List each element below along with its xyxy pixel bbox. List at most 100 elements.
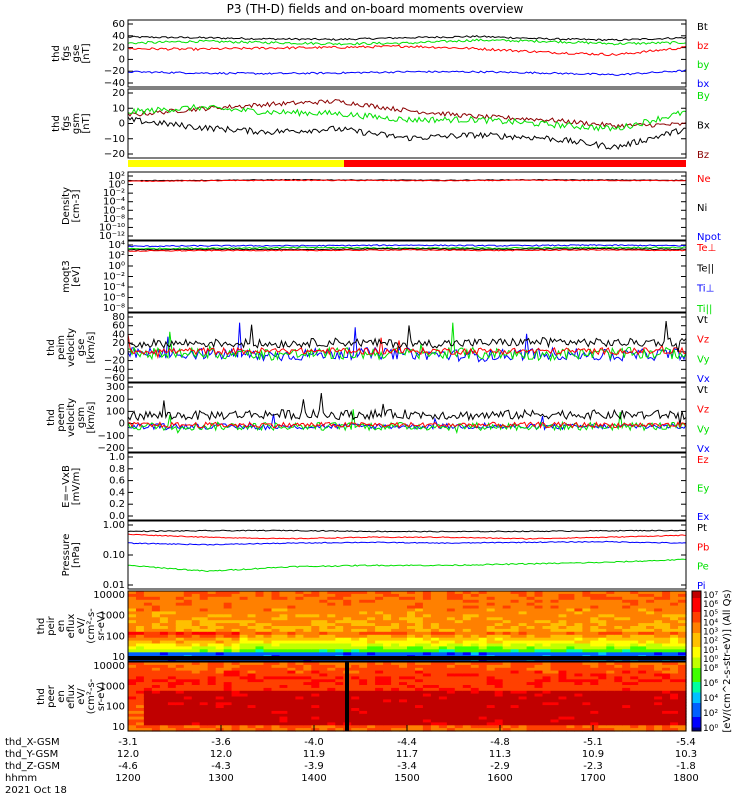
spec-cell	[654, 690, 663, 695]
spec-cell	[614, 716, 623, 721]
spec-cell	[239, 728, 249, 732]
spec-cell	[526, 593, 536, 598]
spec-cell	[518, 673, 528, 677]
spec-cell	[311, 662, 320, 666]
spec-cell	[678, 620, 687, 624]
spec-cell	[430, 690, 440, 695]
spec-cell	[231, 631, 241, 636]
spec-cell	[614, 673, 623, 677]
spec-cell	[606, 643, 615, 647]
spec-cell	[526, 662, 536, 666]
spec-cell	[670, 640, 679, 645]
spec-cell	[199, 702, 209, 706]
spec-cell	[590, 705, 599, 709]
spec-cell	[622, 646, 631, 650]
spec-cell	[462, 682, 472, 686]
spec-cell	[678, 682, 687, 686]
spec-cell	[375, 649, 384, 653]
ylabel-peer-spec: eV/	[76, 688, 87, 705]
spec-cell	[175, 649, 185, 653]
spec-cell	[263, 608, 273, 612]
spec-cell	[391, 682, 400, 686]
spec-cell	[175, 634, 185, 639]
spec-cell	[662, 690, 671, 695]
spec-cell	[199, 623, 209, 627]
spec-cell	[239, 637, 249, 642]
spec-cell	[550, 719, 560, 723]
spec-cell	[247, 679, 257, 683]
spec-cell	[526, 614, 536, 618]
spec-cell	[319, 634, 328, 639]
spec-cell	[494, 705, 504, 709]
spec-cell	[247, 716, 257, 721]
spec-cell	[407, 649, 416, 653]
spec-cell	[494, 626, 504, 630]
spec-cell	[566, 637, 575, 642]
spec-cell	[510, 710, 520, 715]
spec-cell	[542, 705, 552, 709]
xaxis-value: 1700	[580, 773, 605, 784]
spec-cell	[566, 725, 575, 729]
spec-cell	[582, 682, 591, 686]
spec-cell	[183, 640, 193, 645]
spec-cell	[128, 728, 137, 732]
spec-cell	[422, 614, 432, 618]
spec-cell	[223, 591, 233, 595]
spec-cell	[167, 699, 177, 703]
spec-cell	[263, 667, 273, 672]
ytick-density: 10⁻⁸	[103, 214, 125, 225]
spec-cell	[271, 673, 281, 677]
spec-cell	[430, 716, 440, 721]
spec-cell	[279, 640, 289, 645]
spec-cell	[630, 687, 639, 692]
spec-cell	[167, 722, 177, 726]
spec-cell	[566, 620, 575, 624]
spec-cell	[287, 596, 296, 601]
spec-cell	[255, 623, 265, 627]
spec-cell	[534, 670, 544, 675]
spec-cell	[654, 696, 663, 700]
spec-cell	[231, 676, 241, 680]
spec-cell	[335, 591, 344, 595]
spec-cell	[287, 708, 296, 712]
spec-cell	[151, 599, 161, 604]
spec-cell	[534, 725, 544, 729]
colorbar-cell	[692, 605, 701, 609]
spec-cell	[438, 614, 448, 618]
spec-cell	[399, 667, 408, 672]
spec-cell	[638, 687, 647, 692]
spec-cell	[375, 710, 384, 715]
spec-cell	[367, 679, 376, 683]
spec-cell	[614, 620, 623, 624]
spec-cell	[502, 608, 512, 612]
spec-cell	[518, 722, 528, 726]
series-line	[127, 529, 687, 533]
spec-cell	[518, 593, 528, 598]
spec-cell	[247, 634, 257, 639]
spec-cell	[550, 673, 560, 677]
spec-cell	[510, 719, 520, 723]
spec-cell	[375, 623, 384, 627]
spec-cell	[646, 708, 655, 712]
spec-cell	[582, 662, 591, 666]
spec-cell	[510, 617, 520, 621]
spec-cell	[383, 628, 392, 633]
spec-cell	[167, 710, 177, 715]
spec-cell	[151, 670, 161, 675]
spec-cell	[367, 599, 376, 604]
spec-cell	[128, 682, 137, 686]
spec-cell	[558, 605, 568, 610]
spec-cell	[351, 710, 360, 715]
spec-cell	[359, 687, 368, 692]
spec-cell	[159, 679, 169, 683]
spec-cell	[295, 640, 304, 645]
spec-cell	[614, 710, 623, 715]
spec-cell	[438, 687, 448, 692]
spec-cell	[351, 620, 360, 624]
spec-cell	[438, 710, 448, 715]
spec-cell	[159, 682, 169, 686]
spec-cell	[646, 620, 655, 624]
spec-cell	[223, 608, 233, 612]
spec-cell	[598, 728, 607, 732]
spec-cell	[630, 631, 639, 636]
